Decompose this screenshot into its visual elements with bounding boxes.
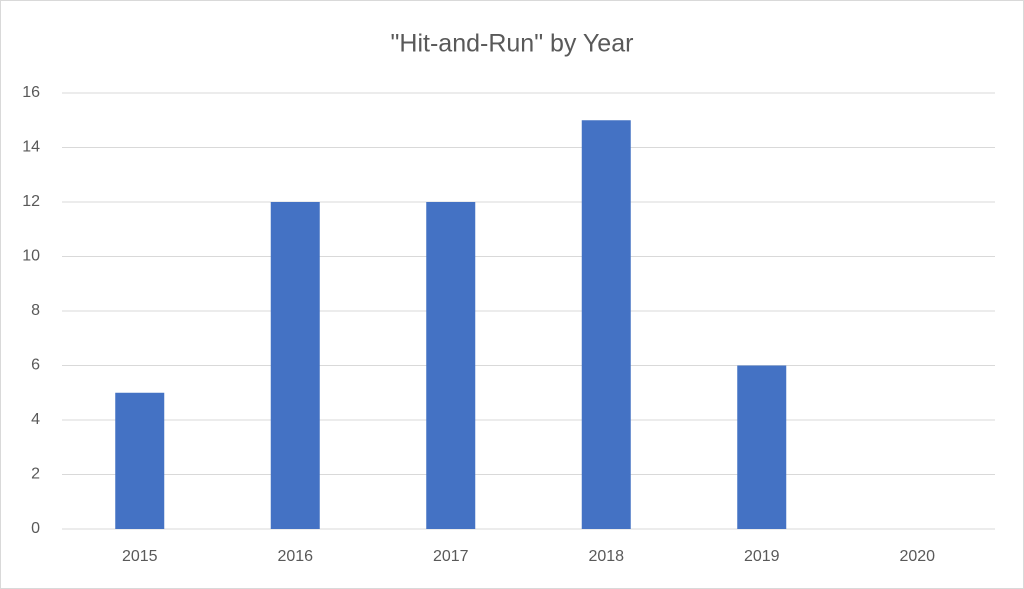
y-tick-label: 14 (22, 139, 40, 156)
bar (737, 365, 787, 529)
bar (115, 392, 165, 529)
y-tick-label: 8 (31, 302, 40, 319)
y-tick-label: 6 (31, 357, 40, 374)
bar (426, 202, 476, 529)
y-tick-label: 2 (31, 466, 40, 483)
y-tick-label: 4 (31, 411, 40, 428)
y-tick-label: 16 (22, 84, 40, 101)
y-tick-label: 0 (31, 520, 40, 537)
x-tick-label: 2017 (433, 548, 469, 565)
bar (581, 120, 631, 529)
y-tick-label: 12 (22, 193, 40, 210)
x-tick-label: 2020 (899, 548, 935, 565)
y-tick-label: 10 (22, 248, 40, 265)
chart-title: "Hit-and-Run" by Year (391, 30, 634, 58)
x-tick-label: 2019 (744, 548, 780, 565)
x-tick-label: 2015 (122, 548, 158, 565)
x-tick-label: 2018 (588, 548, 624, 565)
x-tick-label: 2016 (277, 548, 313, 565)
bar (270, 202, 320, 529)
